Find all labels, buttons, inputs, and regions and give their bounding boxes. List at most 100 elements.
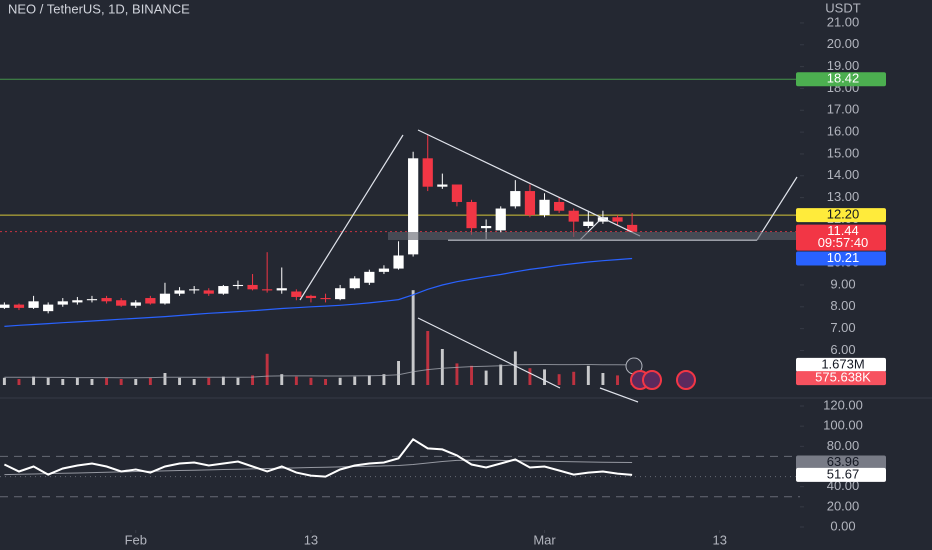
candle-body [174,290,185,294]
candle-body [189,289,200,291]
candle-body [451,184,463,202]
volume-bar [484,370,488,385]
candle-body [481,225,492,229]
candle-body [554,201,565,211]
candle-body [393,255,404,269]
candle-body [13,304,25,308]
volume-bar [192,379,196,385]
last-price-box [796,224,886,251]
candle-body [378,268,390,272]
volume-bar [75,377,79,385]
rsi-ma-label-box [796,455,886,470]
volume-bar [61,379,65,385]
trend-line [756,176,798,241]
rsi-tick-label: 120.00 [823,397,863,412]
volume-bar [499,364,503,385]
y-tick-label: 20.00 [827,36,860,51]
rsi-ma-line [4,459,633,476]
y-tick-label: 13.00 [827,189,860,204]
volume-bar [586,365,590,385]
volume-bar [426,331,430,385]
volume-bar [601,373,605,385]
x-tick-label: 13 [712,532,726,547]
candle-body [28,301,39,308]
candle-body [101,298,112,302]
volume-bar [309,377,313,385]
y-tick-label: 19.00 [827,58,860,73]
volume-bar [280,374,284,385]
candle-body [568,210,579,222]
volume-bar [543,369,546,385]
ma-line [4,257,633,327]
rsi-tick-label: 20.00 [827,498,860,513]
rsi-ma-label: 63.96 [827,454,860,469]
volume-bar [2,377,6,385]
volume-bar [557,374,561,385]
volume-bar [163,373,167,385]
candle-body [408,158,419,255]
y-tick-label: 8.00 [830,298,855,313]
trend-line [299,134,404,301]
candle-body [539,199,550,216]
trend-line [599,387,639,403]
y-tick-label: 14.00 [827,167,860,182]
candle-body [335,288,346,300]
volume-bar [105,377,109,385]
candle-body [262,289,273,291]
rsi-label-box [796,467,886,482]
rsi-line [3,437,633,478]
level-label: 18.42 [827,71,860,86]
event-icons [625,357,696,390]
volume-bar [178,377,182,385]
candle-body [86,299,98,301]
level-label-box [796,251,886,266]
candle-body [597,217,609,222]
candle-body [247,284,258,290]
volume-bar [32,376,36,385]
candle-body [291,291,302,297]
candle-body [495,208,506,231]
volume-ma-label-box [796,357,886,372]
x-tick-label: Feb [125,532,147,547]
volume-ma-label: 1.673M [821,356,864,371]
volume-bar [207,377,211,385]
volume-bar [455,363,459,385]
candle-body [364,271,375,283]
trend-line [417,317,561,389]
level-label: 10.21 [827,250,860,265]
level-label: 12.20 [827,207,860,222]
candle-body [159,293,171,304]
volume-bar [338,377,342,385]
volume-bar [236,377,240,385]
volume-bar [251,375,255,385]
candle-body [510,191,521,207]
candle-body [130,302,141,306]
candle-body [583,221,594,226]
y-tick-label: 7.00 [830,320,855,335]
volume-bar [148,377,152,385]
countdown: 09:57:40 [818,235,869,250]
candle-body [57,301,68,305]
range-box [388,232,796,240]
level-label-box [796,72,886,87]
x-tick-label: 13 [304,532,318,547]
y-tick-label: 16.00 [827,124,860,139]
candle-body [218,286,229,294]
volume-bar [411,290,415,385]
candle-body [0,304,10,308]
volume-bar [265,353,269,385]
candle-body [276,288,287,291]
volume-bar [221,376,225,385]
volume-label: 575.638K [815,370,871,385]
y-tick-label: 17.00 [827,102,860,117]
candle-body [145,298,156,304]
volume-bar [382,374,386,385]
candle-body [422,158,433,187]
rsi-tick-label: 100.00 [823,418,863,433]
volume-bar [17,379,21,385]
volume-bar [46,377,50,385]
volume-bar [367,375,371,385]
volume-label-box [796,371,886,386]
